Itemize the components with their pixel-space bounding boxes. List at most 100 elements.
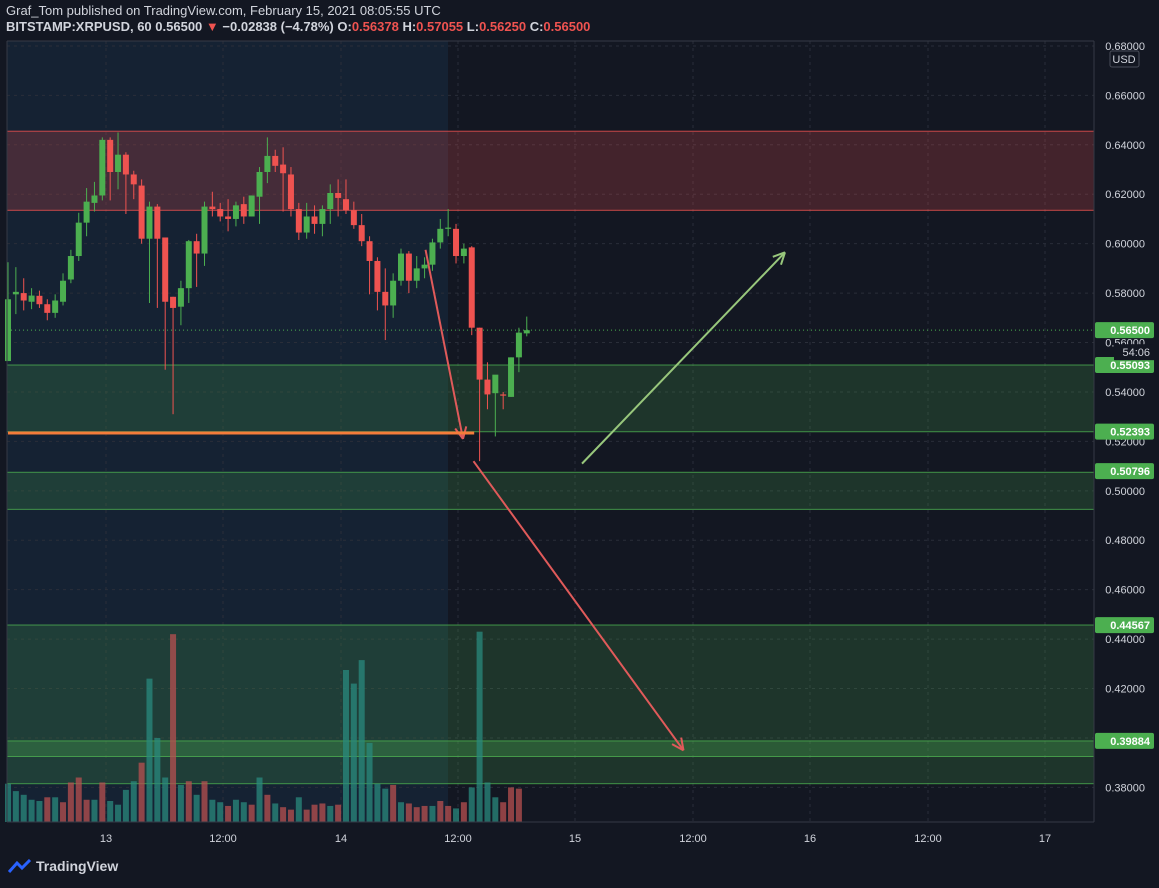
y-tick-label: 0.58000 [1105,288,1145,300]
candle-body [115,154,122,172]
candle-body [240,204,247,217]
low-value: 0.56250 [479,19,527,34]
volume-bar [374,783,381,822]
candle-body [185,241,192,289]
candle-body [217,209,224,217]
candle-body [287,174,294,210]
candle-body [232,205,239,219]
x-tick-label: 14 [335,833,347,845]
candle-body [209,206,216,210]
candle-body [122,154,129,175]
price-label: 0.56500 [1110,325,1150,337]
currency-label: USD [1112,54,1135,66]
open-value: 0.56378 [351,19,399,34]
candle-body [405,253,412,281]
x-tick-label: 15 [569,833,581,845]
volume-bar [350,683,357,822]
countdown-label: 54:06 [1122,347,1150,359]
symbol-line: BITSTAMP:XRPUSD, 60 0.56500 ▼ −0.02838 (… [6,19,590,35]
volume-bar [75,777,82,822]
trend-arrow [581,251,786,465]
candle-body [256,171,263,197]
volume-bar [358,660,365,822]
volume-bar [170,634,177,822]
volume-bar [468,787,475,822]
candle-body [60,280,67,302]
y-tick-label: 0.60000 [1105,239,1145,251]
candle-body [44,304,51,313]
y-tick-label: 0.68000 [1105,41,1145,53]
x-tick-label: 17 [1039,833,1051,845]
candle-body [327,192,334,210]
candle-body [177,288,184,307]
level-label-bg [1095,423,1154,440]
volume-bar [162,777,169,822]
candle-body [12,291,19,295]
y-tick-label: 0.38000 [1105,782,1145,794]
volume-bar [209,799,216,822]
volume-bar [28,799,35,822]
volume-bar [36,800,43,822]
open-label: O: [337,19,352,34]
price-label-bg [1095,322,1154,339]
level-label: 0.39884 [1110,736,1151,748]
candle-body [36,295,43,305]
candle-body [508,357,515,397]
volume-bar [193,794,200,822]
volume-bar [484,782,491,822]
candle-body [421,264,428,269]
chart-header: Graf_Tom published on TradingView.com, F… [6,3,590,35]
close-label: C: [529,19,544,34]
x-tick-label: 12:00 [444,833,472,845]
candle-body [154,206,161,239]
level-label: 0.52393 [1110,427,1150,439]
candle-body [335,192,342,198]
candle-body [107,139,114,172]
candle-body [492,374,499,394]
y-tick-label: 0.48000 [1105,535,1145,547]
publisher-line: Graf_Tom published on TradingView.com, F… [6,3,441,18]
candle-body [130,174,137,185]
volume-bar [264,794,271,822]
candle-body [272,155,279,166]
volume-bar [460,802,467,822]
tradingview-logo-icon [8,859,32,873]
candle-body [67,256,74,280]
volume-bar [201,781,208,822]
candle-body [413,268,420,281]
x-tick-label: 12:00 [209,833,237,845]
y-tick-label: 0.44000 [1105,634,1145,646]
arrow-head [671,743,684,752]
candle-body [264,155,271,172]
volume-bar [500,802,507,822]
volume-bar [335,804,342,822]
candle-body [453,228,460,257]
candle-body [311,216,318,224]
high-value: 0.57055 [416,19,464,34]
volume-bar [130,781,137,822]
volume-bar [91,799,98,822]
level-label-bg [1095,732,1154,749]
volume-bar [107,800,114,822]
volume-bar [20,794,27,822]
candle-body [350,210,357,226]
volume-bar [303,809,310,822]
currency-box [1109,50,1140,68]
volume-bar [99,782,106,822]
candle-body [445,227,452,229]
candle-body [468,247,475,328]
y-tick-label: 0.42000 [1105,684,1145,696]
volume-bar [52,797,59,822]
candle-body [342,199,349,211]
volume-bar [67,782,74,822]
volume-bar [413,807,420,822]
candle-body [28,295,35,302]
x-tick-label: 12:00 [914,833,942,845]
candle-body [75,222,82,257]
tradingview-footer[interactable]: TradingView [8,858,118,874]
candle-body [484,379,491,395]
level-label: 0.50796 [1110,466,1150,478]
volume-bar [225,805,232,822]
volume-bar [405,803,412,822]
